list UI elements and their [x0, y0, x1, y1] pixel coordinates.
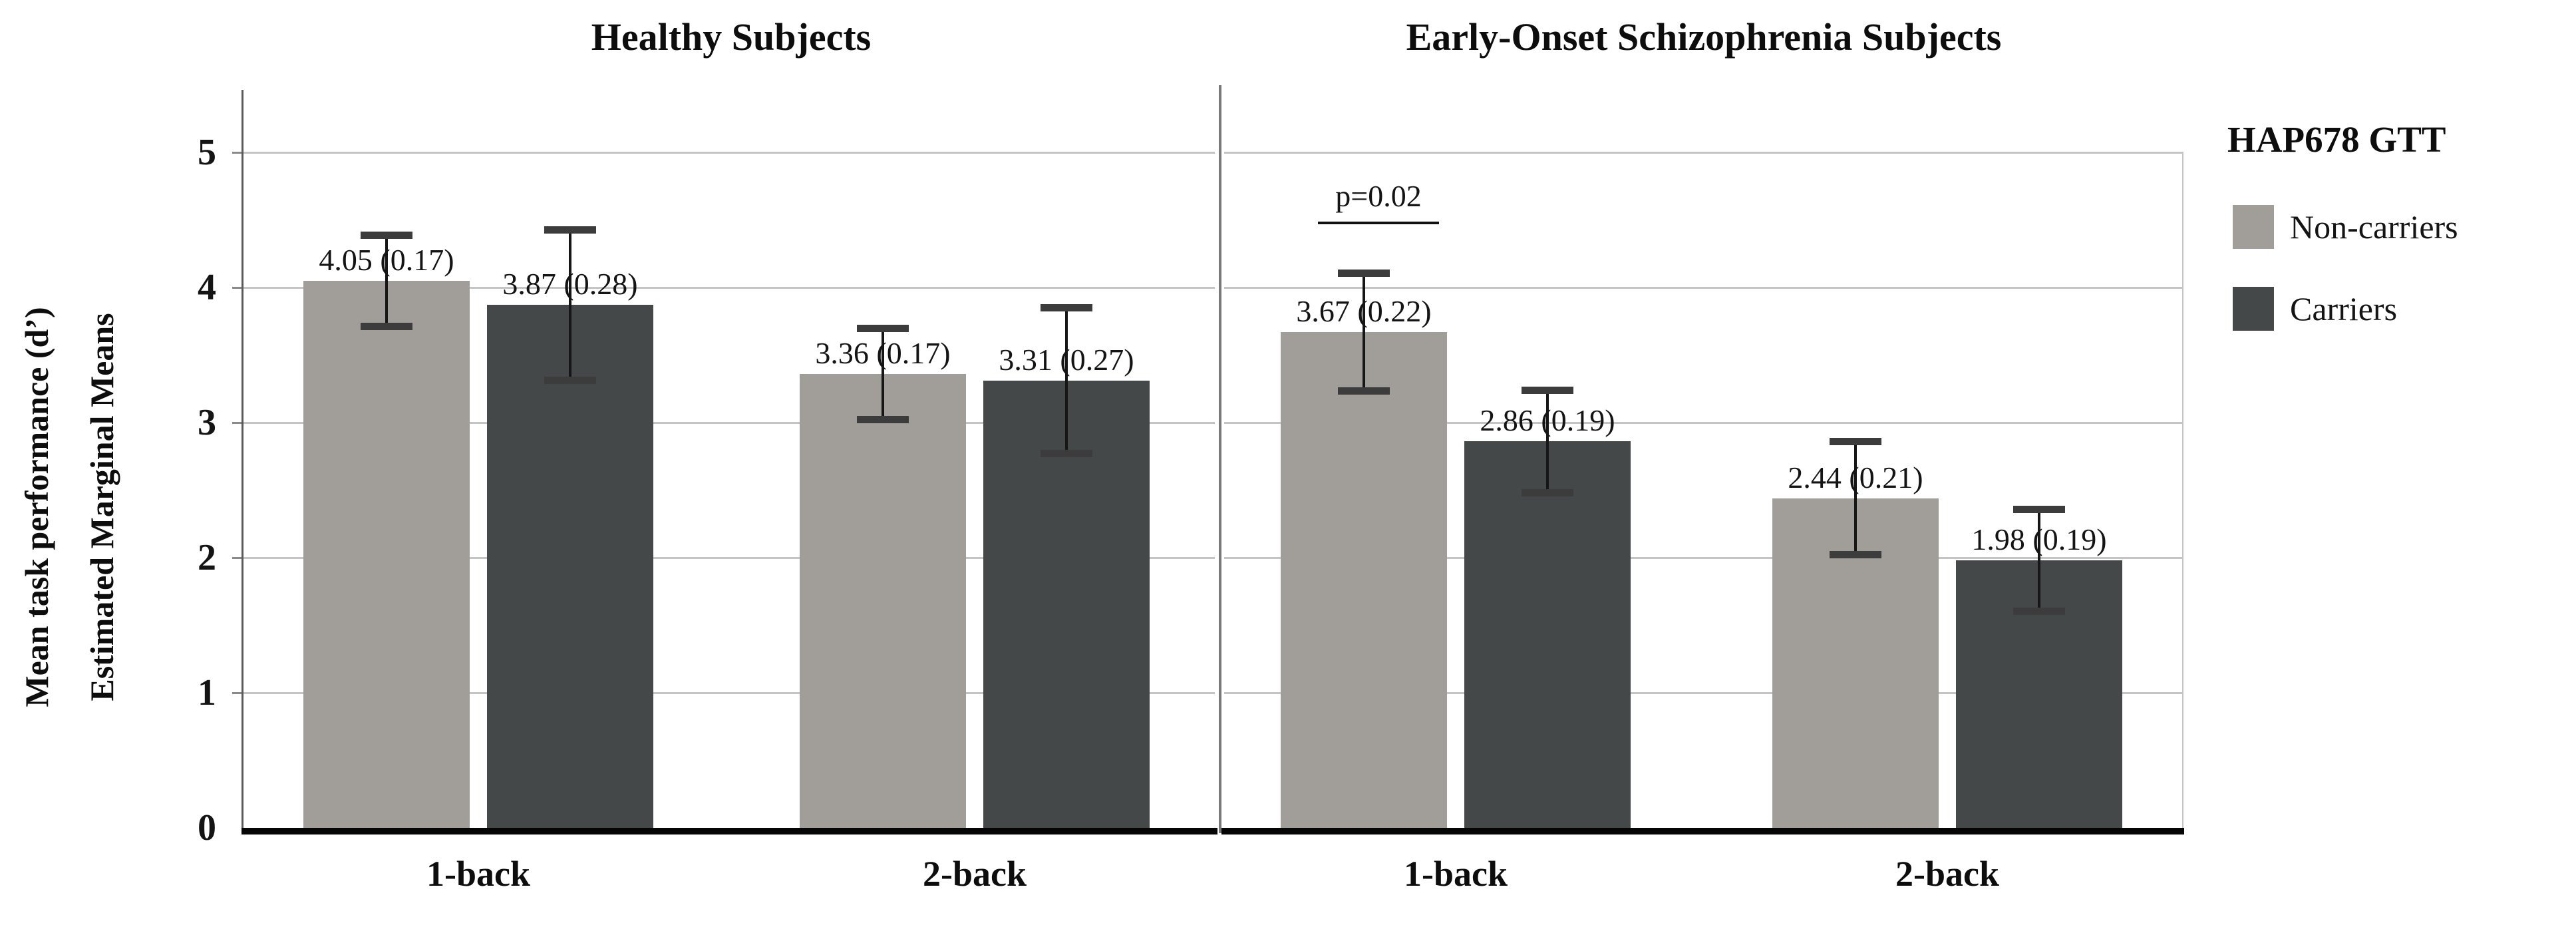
- error-bar-stem: [385, 234, 388, 327]
- y-tick-label-0: 0: [198, 807, 216, 848]
- error-bar-cap-top: [1338, 269, 1390, 277]
- bar-value-label: 3.31 (0.27): [999, 343, 1134, 377]
- error-bar-cap-bottom: [2013, 608, 2065, 616]
- error-bar-cap-top: [1522, 387, 1573, 395]
- panel-title-healthy: Healthy Subjects: [591, 15, 872, 59]
- gridline-y4: [1224, 287, 2183, 289]
- legend-label-non-carriers: Non-carriers: [2290, 208, 2458, 246]
- error-bar-cap-top: [2013, 505, 2065, 513]
- x-category-label-2-back: 2-back: [922, 854, 1027, 894]
- legend-title: HAP678 GTT: [2227, 119, 2446, 160]
- y-axis-tick: [232, 422, 243, 424]
- error-bar-stem: [1854, 441, 1857, 555]
- bar-value-label: 1.98 (0.19): [1971, 522, 2107, 557]
- y-axis-line: [242, 90, 243, 833]
- error-bar-stem: [882, 327, 884, 420]
- error-bar-cap-bottom: [1522, 488, 1573, 496]
- error-bar-cap-top: [544, 226, 596, 234]
- bar-value-label: 3.36 (0.17): [815, 335, 951, 370]
- y-axis-tick: [232, 152, 243, 154]
- error-bar-cap-bottom: [857, 415, 909, 423]
- error-bar-stem: [1546, 390, 1549, 493]
- error-bar-cap-bottom: [544, 377, 596, 385]
- gridline-y4: [243, 287, 1215, 289]
- y-tick-label-5: 5: [198, 132, 216, 173]
- gridline-y3: [243, 422, 1215, 424]
- legend-swatch-non-carriers: [2233, 205, 2274, 249]
- error-bar-stem: [1363, 272, 1365, 392]
- gridline-y1: [1224, 692, 2183, 694]
- gridline-y3: [1224, 422, 2183, 424]
- p-value-annotation: p=0.02: [1335, 179, 1422, 213]
- bar-non-carriers-1-back: [1281, 331, 1447, 828]
- y-axis-tick: [232, 287, 243, 289]
- bar-carriers-1-back: [1464, 441, 1631, 828]
- y-axis-title-line2: Estimated Marginal Means: [83, 313, 120, 701]
- bar-value-label: 4.05 (0.17): [319, 242, 454, 277]
- x-category-label-1-back: 1-back: [426, 854, 530, 894]
- plot-right-border: [2182, 152, 2183, 828]
- y-tick-label-3: 3: [198, 402, 216, 443]
- bar-non-carriers-2-back: [800, 373, 966, 828]
- error-bar-cap-top: [1830, 438, 1881, 446]
- bar-value-label: 3.67 (0.22): [1296, 293, 1432, 328]
- x-axis-baseline-right: [1221, 828, 2184, 834]
- error-bar-cap-top: [361, 231, 412, 239]
- bar-non-carriers-1-back: [303, 280, 470, 828]
- error-bar-cap-bottom: [1041, 449, 1092, 457]
- x-axis-baseline-left: [242, 828, 1217, 834]
- x-category-label-2-back: 2-back: [1895, 854, 1999, 894]
- y-tick-label-4: 4: [198, 267, 216, 308]
- error-bar-cap-bottom: [361, 322, 412, 330]
- error-bar-stem: [1065, 307, 1068, 454]
- y-axis-tick: [232, 692, 243, 694]
- legend-label-carriers: Carriers: [2290, 290, 2398, 327]
- gridline-y2: [243, 557, 1215, 559]
- error-bar-cap-top: [1041, 304, 1092, 312]
- p-value-annotation-underline: [1318, 222, 1439, 224]
- y-tick-label-1: 1: [198, 672, 216, 713]
- panel-title-schizophrenia: Early-Onset Schizophrenia Subjects: [1406, 15, 2002, 59]
- error-bar-cap-bottom: [1830, 550, 1881, 558]
- x-category-label-1-back: 1-back: [1403, 854, 1508, 894]
- error-bar-cap-top: [857, 324, 909, 332]
- gridline-y2: [1224, 557, 2183, 559]
- legend-swatch-carriers: [2233, 287, 2274, 331]
- bar-carriers-1-back: [487, 305, 653, 828]
- y-axis-tick: [232, 557, 243, 559]
- y-axis-title-line1: Mean task performance (d’): [18, 307, 55, 707]
- y-axis-title-text: Mean task performance (d’) Estimated Mar…: [4, 307, 134, 707]
- bar-value-label: 3.87 (0.28): [502, 267, 638, 301]
- bar-value-label: 2.44 (0.21): [1788, 460, 1923, 494]
- error-bar-stem: [569, 229, 571, 381]
- bar-value-label: 2.86 (0.19): [1480, 403, 1615, 438]
- gridline-y5: [243, 152, 1215, 154]
- y-tick-label-2: 2: [198, 537, 216, 578]
- gridline-y1: [243, 692, 1215, 694]
- panel-divider-line: [1219, 85, 1221, 833]
- error-bar-cap-bottom: [1338, 387, 1390, 395]
- error-bar-stem: [2038, 508, 2040, 612]
- gridline-y5: [1224, 152, 2183, 154]
